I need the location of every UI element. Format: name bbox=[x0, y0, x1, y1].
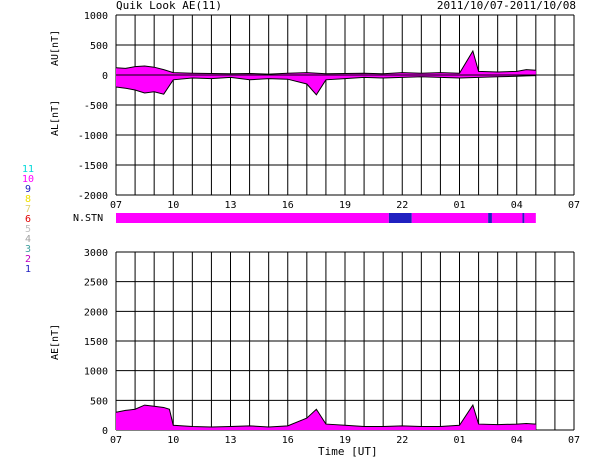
ae-xtick-label: 01 bbox=[453, 435, 465, 446]
ae-axis-label: AE[nT] bbox=[50, 323, 61, 360]
ae-xtick-label: 07 bbox=[568, 435, 580, 446]
aual-ytick-label: -1000 bbox=[78, 131, 108, 142]
legend-item-3: 3 bbox=[24, 244, 32, 255]
aual-xtick-label: 01 bbox=[453, 200, 465, 211]
nstn-label: N.STN bbox=[73, 213, 104, 224]
ae-xtick-label: 19 bbox=[339, 435, 351, 446]
aual-xtick-label: 10 bbox=[167, 200, 179, 211]
nstn-segment bbox=[522, 213, 525, 223]
aual-xtick-label: 22 bbox=[396, 200, 408, 211]
legend-item-9: 9 bbox=[24, 184, 32, 195]
ae-xtick-label: 13 bbox=[224, 435, 236, 446]
legend-item-4: 4 bbox=[24, 234, 32, 245]
ae-ytick-label: 0 bbox=[102, 426, 108, 437]
ae-xtick-label: 07 bbox=[110, 435, 122, 446]
ae-xtick-label: 16 bbox=[282, 435, 294, 446]
aual-xtick-label: 13 bbox=[224, 200, 236, 211]
nstn-segment bbox=[524, 213, 536, 223]
chart-title: Quik Look AE(11) bbox=[116, 0, 222, 12]
ae-ytick-label: 2500 bbox=[84, 278, 108, 289]
ae-series-line bbox=[115, 403, 536, 428]
legend-item-10: 10 bbox=[21, 174, 35, 185]
nstn-segment bbox=[488, 213, 492, 223]
x-axis-label: Time [UT] bbox=[318, 445, 378, 458]
date-range: 2011/10/07-2011/10/08 bbox=[436, 0, 576, 12]
legend-item-5: 5 bbox=[24, 224, 32, 235]
nstn-segment bbox=[411, 213, 489, 223]
au-axis-label: AU[nT] bbox=[50, 29, 61, 66]
legend-item-7: 7 bbox=[24, 204, 32, 215]
aual-ytick-label: 1000 bbox=[84, 11, 108, 22]
nstn-segment bbox=[388, 213, 412, 223]
aual-ytick-label: -2000 bbox=[78, 191, 108, 202]
aual-ytick-label: 0 bbox=[102, 71, 108, 82]
ae-ytick-label: 500 bbox=[90, 396, 108, 407]
legend-item-2: 2 bbox=[24, 254, 32, 265]
ae-ytick-label: 3000 bbox=[84, 248, 108, 259]
aual-xtick-label: 04 bbox=[511, 200, 523, 211]
ae-ytick-label: 1000 bbox=[84, 367, 108, 378]
ae-fill bbox=[116, 405, 536, 430]
legend-item-1: 1 bbox=[24, 264, 32, 275]
legend-item-11: 11 bbox=[21, 164, 35, 175]
aual-ytick-label: -1500 bbox=[78, 161, 108, 172]
aual-xtick-label: 07 bbox=[110, 200, 122, 211]
al-axis-label: AL[nT] bbox=[50, 99, 61, 136]
ae-xtick-label: 10 bbox=[167, 435, 179, 446]
al-series-line bbox=[115, 75, 536, 96]
aual-ytick-label: -500 bbox=[84, 101, 108, 112]
station-count-legend: 11 10 9 8 7 6 5 4 3 2 1 bbox=[20, 165, 36, 275]
aual-xtick-label: 16 bbox=[282, 200, 294, 211]
ae-ytick-label: 2000 bbox=[84, 307, 108, 318]
nstn-segment bbox=[491, 213, 523, 223]
aual-ytick-label: 500 bbox=[90, 41, 108, 52]
au-al-fill bbox=[116, 51, 536, 95]
aual-xtick-label: 07 bbox=[568, 200, 580, 211]
ae-ytick-label: 1500 bbox=[84, 337, 108, 348]
legend-item-8: 8 bbox=[24, 194, 32, 205]
au-series-line bbox=[115, 49, 536, 75]
legend-item-6: 6 bbox=[24, 214, 32, 225]
aual-xtick-label: 19 bbox=[339, 200, 351, 211]
nstn-panel bbox=[116, 213, 536, 223]
ae-xtick-label: 04 bbox=[511, 435, 523, 446]
ae-xtick-label: 22 bbox=[396, 435, 408, 446]
nstn-segment bbox=[116, 213, 389, 223]
